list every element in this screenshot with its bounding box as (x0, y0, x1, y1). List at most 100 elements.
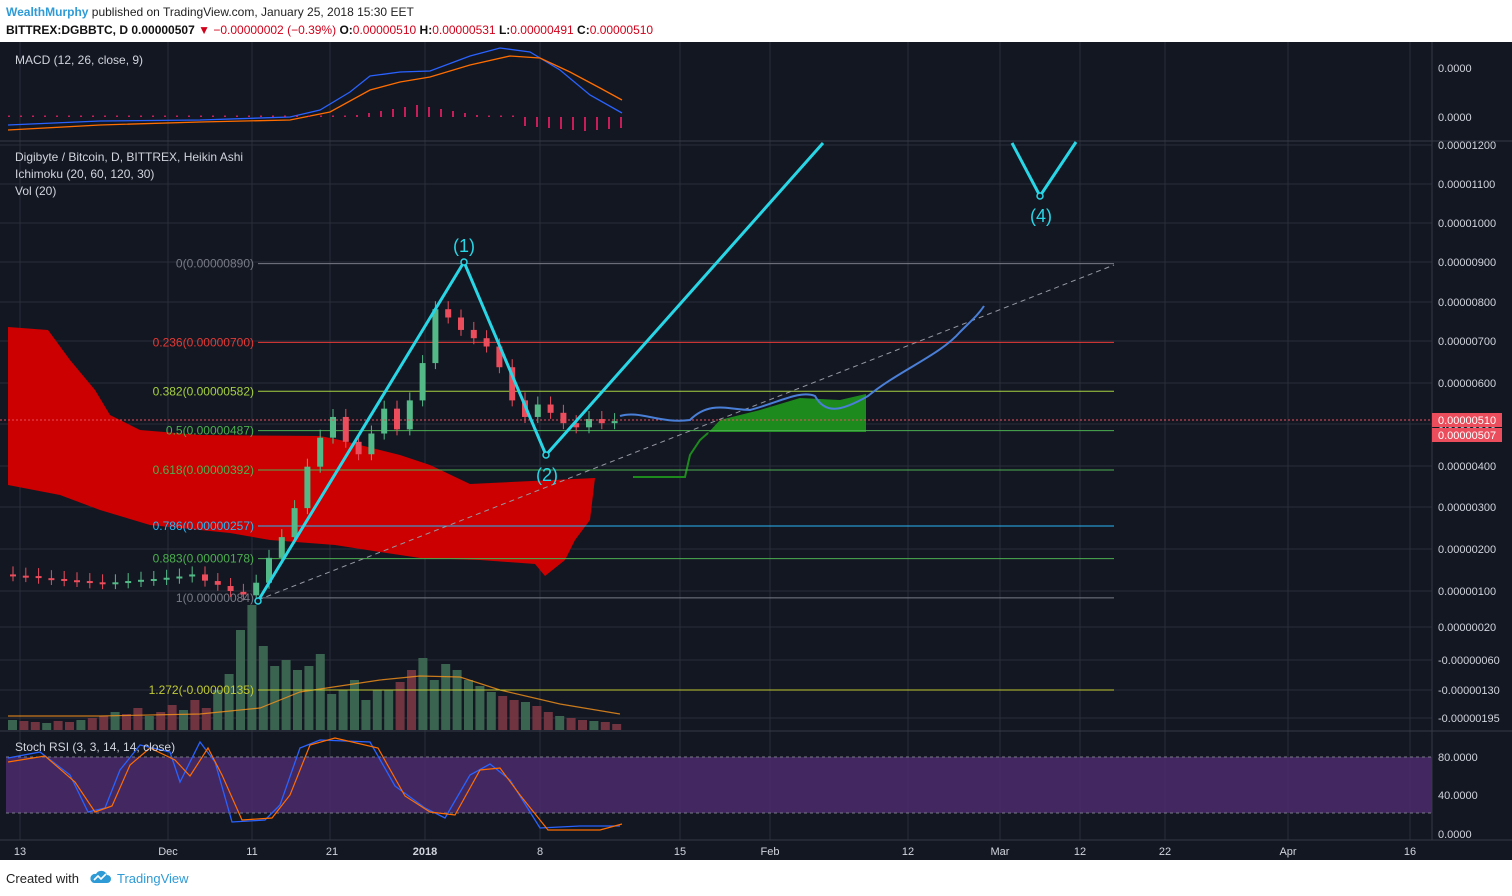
wave-label-0: (1) (453, 236, 475, 256)
macd-hist-bar-46 (560, 117, 562, 129)
candle-body-5 (74, 580, 80, 583)
publish-line: WealthMurphy published on TradingView.co… (6, 5, 414, 19)
time-axis-label-11: 22 (1159, 846, 1171, 858)
macd-hist-bar-13 (164, 115, 166, 117)
fib-label-1: 0.236(0.00000700) (153, 335, 254, 349)
macd-hist-bar-6 (80, 115, 82, 117)
projection-curve (619, 305, 985, 422)
volume-bar-53 (612, 724, 622, 730)
macd-hist-bar-31 (380, 111, 382, 117)
volume-bar-30 (350, 680, 359, 730)
volume-bar-51 (589, 721, 599, 730)
candle-body-0 (10, 574, 16, 577)
stoch-k-line (7, 739, 620, 829)
macd-hist-bar-29 (356, 115, 358, 117)
symbol-text: BITTREX:DGBBTC, D (6, 23, 128, 37)
macd-hist-bar-24 (296, 115, 298, 117)
fib-label-5: 0.786(0.00000257) (153, 519, 254, 533)
candle-body-46 (598, 419, 605, 424)
fib-label-7: 1(0.00000084) (176, 591, 254, 605)
tradingview-link[interactable]: TradingView (117, 871, 189, 886)
macd-hist-bar-21 (260, 115, 262, 117)
stoch-axis-label-2: 0.0000 (1438, 829, 1472, 841)
macd-hist-bar-44 (536, 117, 538, 127)
volume-bar-38 (441, 664, 451, 730)
kumo-layer (8, 327, 866, 576)
fib-label-3: 0.5(0.00000487) (166, 424, 254, 438)
fib-label-6: 0.883(0.00000178) (153, 552, 254, 566)
candle-body-12 (163, 577, 170, 580)
price-axis-label-6: 0.00000600 (1438, 378, 1496, 390)
macd-hist-bar-32 (392, 109, 394, 117)
time-axis-label-6: 15 (674, 846, 686, 858)
footer: Created with TradingView (0, 860, 1512, 896)
macd-hist-bar-1 (20, 115, 22, 117)
price-axis-label-15: -0.00000195 (1438, 713, 1500, 725)
macd-hist-bar-17 (212, 115, 214, 117)
volume-bar-26 (304, 666, 314, 730)
macd-line (7, 47, 623, 126)
price-axis-label-4: 0.00000800 (1438, 297, 1496, 309)
chart-canvas[interactable]: 0(0.00000890) 0.236(0.00000700) 0.382(0.00… (0, 42, 1512, 860)
candle-body-11 (150, 578, 157, 581)
volume-bar-45 (521, 702, 530, 730)
candle-body-44 (573, 423, 580, 428)
wave-label-1: (2) (536, 465, 558, 485)
volume-bar-16 (190, 700, 200, 730)
price-axis-label-5: 0.00000700 (1438, 336, 1496, 348)
time-axis-label-5: 8 (537, 846, 543, 858)
macd-hist-bar-38 (464, 113, 466, 117)
candle-body-17 (227, 586, 234, 591)
volume-bar-37 (429, 680, 439, 730)
macd-hist-bar-9 (116, 115, 118, 117)
last-price-badge (1432, 413, 1502, 427)
macd-hist-bar-3 (44, 115, 46, 117)
chart-header: WealthMurphy published on TradingView.co… (0, 0, 1512, 42)
down-arrow-icon: ▼ (198, 23, 210, 37)
macd-axis-label-1: 0.0000 (1438, 112, 1472, 124)
macd-hist-bar-14 (176, 115, 178, 117)
volume-bar-13 (156, 712, 166, 730)
price-axis-label-0: 0.00001200 (1438, 140, 1496, 152)
volume-bar-21 (247, 605, 257, 730)
volume-bar-5 (65, 722, 74, 730)
time-axis-label-3: 21 (326, 846, 338, 858)
candle-body-30 (394, 408, 400, 430)
last-price-badge-text: 0.00000510 (1438, 415, 1496, 427)
macd-hist-bar-11 (140, 115, 142, 117)
candle-body-24 (317, 437, 324, 467)
volume-ma-line (8, 675, 621, 717)
candle-body-38 (496, 346, 503, 368)
volume-label: Vol (20) (15, 184, 56, 198)
price-axis-label-9: 0.00000300 (1438, 502, 1496, 514)
candle-body-2 (35, 576, 42, 579)
candle-body-16 (214, 581, 221, 585)
fibonacci-layer: 0(0.00000890) 0.236(0.00000700) 0.382(0.00… (149, 257, 1115, 697)
close-price-badge-text: 0.00000507 (1438, 430, 1496, 442)
candle-body-36 (470, 329, 477, 339)
macd-hist-bar-4 (56, 115, 58, 117)
volume-bar-3 (42, 723, 52, 730)
volume-bar-34 (395, 682, 405, 730)
candle-body-6 (86, 581, 93, 584)
change-text: −0.00000002 (−0.39%) (213, 23, 337, 37)
author-link[interactable]: WealthMurphy (6, 5, 89, 19)
macd-hist-bar-40 (488, 115, 490, 117)
price-axis-label-11: 0.00000100 (1438, 586, 1496, 598)
created-with-text: Created with (6, 871, 79, 886)
volume-bar-6 (76, 720, 86, 730)
price-axis-label-3: 0.00000900 (1438, 257, 1496, 269)
fib-label-8: 1.272(-0.00000135) (149, 683, 254, 697)
ichimoku-label: Ichimoku (20, 60, 120, 30) (15, 167, 154, 181)
macd-hist-bar-43 (524, 117, 526, 126)
stoch-axis-label-0: 80.0000 (1438, 752, 1478, 764)
volume-bar-43 (498, 696, 508, 730)
price-axis-label-2: 0.00001000 (1438, 218, 1496, 230)
candle-body-9 (125, 581, 132, 584)
price-axis-label-14: -0.00000130 (1438, 685, 1500, 697)
candle-body-19 (253, 582, 260, 596)
macd-hist-bar-41 (500, 115, 502, 117)
candle-body-27 (355, 441, 362, 455)
symbol-line: BITTREX:DGBBTC, D 0.00000507 ▼ −0.000000… (6, 23, 653, 37)
macd-hist-bar-15 (188, 115, 190, 117)
